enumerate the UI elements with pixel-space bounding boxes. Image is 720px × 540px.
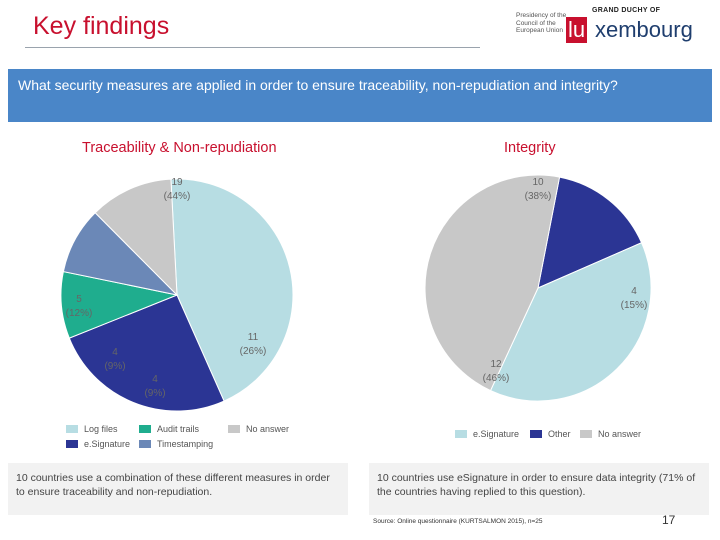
data-label-value: 5 <box>76 294 82 305</box>
pie-slice-no-answer <box>94 178 178 297</box>
data-label-percent: (9%) <box>104 361 126 372</box>
logo-xembourg: xembourg <box>595 17 693 42</box>
pie-slice-other <box>537 176 643 289</box>
data-label-percent: (9%) <box>144 388 166 399</box>
luxembourg-presidency-logo: Presidency of the Council of the Europea… <box>510 6 710 48</box>
logo-lu: lu <box>566 17 588 43</box>
data-label-audit-trails: 4 (9%) <box>144 373 165 401</box>
page-title: Key findings <box>33 12 170 40</box>
question-banner: What security measures are applied in or… <box>8 69 712 122</box>
legend-label: No answer <box>246 424 290 434</box>
data-label-percent: (38%) <box>524 191 552 202</box>
page-number: 17 <box>662 513 676 527</box>
legend-swatch <box>530 430 542 438</box>
legend-swatch <box>139 425 151 433</box>
data-label-no-answer: 5 (12%) <box>66 293 93 321</box>
legend-item-no-answer: No answer <box>228 424 289 434</box>
title-divider <box>25 47 480 48</box>
legend-item-esignature: e.Signature <box>455 429 519 439</box>
pie-traceability <box>60 178 294 412</box>
data-label-percent: (12%) <box>65 308 93 319</box>
pie-slice-e-signature <box>489 242 652 402</box>
data-label-log-files: 19 (44%) <box>164 176 191 204</box>
legend-label: e.Signature <box>473 429 520 439</box>
legend-swatch <box>580 430 592 438</box>
logo-presidency-text: Presidency of the Council of the Europea… <box>516 12 567 34</box>
legend-swatch <box>66 440 78 448</box>
note-traceability: 10 countries use a combination of these … <box>8 463 348 515</box>
legend-swatch <box>66 425 78 433</box>
data-label-percent: (46%) <box>482 373 510 384</box>
legend-label: Log files <box>84 424 118 434</box>
data-label-value: 11 <box>247 332 259 343</box>
legend-label: Audit trails <box>157 424 200 434</box>
data-label-percent: (26%) <box>239 346 267 357</box>
legend-item-timestamping: Timestamping <box>139 439 213 449</box>
legend-label: Timestamping <box>157 439 214 449</box>
chart-title-integrity: Integrity <box>504 140 556 156</box>
data-label-e-signature: 11 (26%) <box>240 331 267 359</box>
legend-item-log-files: Log files <box>66 424 118 434</box>
legend-item-other: Other <box>530 429 571 439</box>
data-label-value: 10 <box>532 177 544 188</box>
legend-label: No answer <box>598 429 642 439</box>
data-label-value: 19 <box>171 177 183 188</box>
legend-swatch <box>455 430 467 438</box>
data-label-value: 4 <box>112 347 118 358</box>
data-label-percent: (44%) <box>163 191 191 202</box>
pie-slice-e-signature <box>68 294 225 412</box>
legend-label: Other <box>548 429 571 439</box>
data-label-e-signature: 10 (38%) <box>525 176 552 204</box>
data-label-value: 4 <box>631 286 637 297</box>
legend-item-no-answer: No answer <box>580 429 641 439</box>
legend-swatch <box>228 425 240 433</box>
legend-item-audit-trails: Audit trails <box>139 424 199 434</box>
pie-slice-no-answer <box>424 174 561 392</box>
legend-label: e.Signature <box>84 439 131 449</box>
data-label-value: 12 <box>490 359 502 370</box>
data-label-percent: (15%) <box>620 300 648 311</box>
source-note: Source: Online questionnaire (KURTSALMON… <box>373 518 543 525</box>
pie-slice-log-files <box>170 178 294 402</box>
data-label-timestamping: 4 (9%) <box>104 346 125 374</box>
data-label-value: 4 <box>152 374 158 385</box>
pie-integrity <box>424 174 652 402</box>
legend-swatch <box>139 440 151 448</box>
legend-item-esignature: e.Signature <box>66 439 130 449</box>
logo-grand-duchy: GRAND DUCHY OF <box>592 7 661 14</box>
data-label-no-answer: 12 (46%) <box>483 358 510 386</box>
note-integrity: 10 countries use eSignature in order to … <box>369 463 709 515</box>
data-label-other: 4 (15%) <box>621 285 648 313</box>
chart-title-traceability: Traceability & Non-repudiation <box>82 140 277 156</box>
